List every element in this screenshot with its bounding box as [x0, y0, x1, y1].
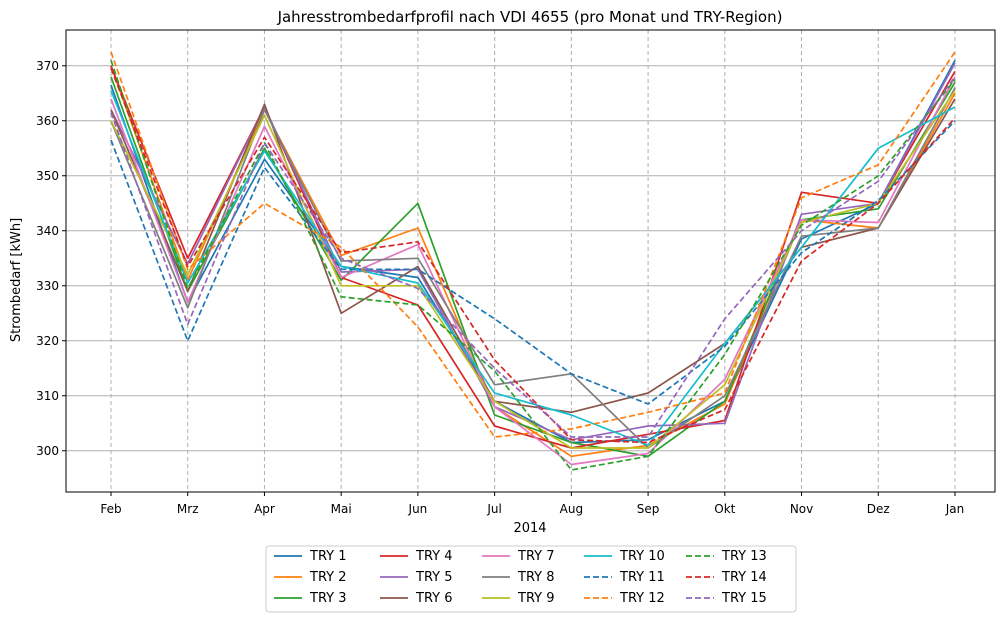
x-tick-label-okt: Okt	[714, 502, 735, 516]
y-tick-label-320: 320	[36, 334, 59, 348]
x-tick-label-mrz: Mrz	[177, 502, 199, 516]
series-line-try-12	[110, 51, 956, 438]
series-line-try-14	[110, 68, 956, 444]
legend-label-try-15: TRY 15	[721, 591, 767, 606]
x-tick-label-jun: Jun	[408, 502, 428, 516]
series-line-try-6	[110, 98, 956, 414]
legend: TRY 1 TRY 2 TRY 3 TRY 4 TRY 5 TRY 6 TRY 7 TRY 8…	[265, 545, 797, 613]
y-tick-label-330: 330	[36, 279, 59, 293]
legend-label-try-14: TRY 14	[721, 570, 767, 585]
y-tick-label-360: 360	[36, 114, 59, 128]
legend-label-try-11: TRY 11	[619, 570, 665, 585]
x-tick-label-nov: Nov	[790, 502, 813, 516]
series-line-try-10	[110, 90, 956, 447]
series-line-try-7	[110, 76, 956, 466]
x-tick-label-jul: Jul	[486, 502, 501, 516]
legend-label-try-10: TRY 10	[619, 549, 665, 564]
x-tick-label-feb: Feb	[100, 502, 121, 516]
series-line-try-2	[110, 65, 956, 458]
legend-label-try-9: TRY 9	[517, 591, 555, 606]
x-axis-ticks: Feb Mrz Apr Mai Jun Jul Aug Sep Okt Nov Dez Jan	[100, 492, 964, 516]
x-axis-label: 2014	[513, 521, 546, 536]
series-line-try-9	[110, 90, 956, 449]
y-axis-ticks: 300 310 320 330 340 350 360 370	[36, 59, 66, 458]
series-line-try-11	[110, 120, 956, 405]
series-line-try-8	[110, 87, 956, 449]
x-tick-label-mai: Mai	[331, 502, 352, 516]
chart-title: Jahresstrombedarfprofil nach VDI 4655 (p…	[277, 8, 783, 26]
series-line-try-15	[110, 76, 956, 438]
plot-area-frame	[65, 29, 996, 493]
series-line-try-1	[110, 59, 956, 444]
series-line-try-5	[110, 62, 956, 441]
legend-label-try-5: TRY 5	[415, 570, 453, 585]
x-tick-label-apr: Apr	[254, 502, 275, 516]
legend-label-try-6: TRY 6	[415, 591, 453, 606]
legend-box	[265, 545, 797, 613]
y-axis-label: Strombedarf [kWh]	[9, 218, 24, 342]
y-tick-label-310: 310	[36, 389, 59, 403]
legend-label-try-12: TRY 12	[619, 591, 665, 606]
x-tick-label-sep: Sep	[637, 502, 660, 516]
legend-label-try-7: TRY 7	[517, 549, 555, 564]
legend-label-try-4: TRY 4	[415, 549, 453, 564]
x-tick-label-aug: Aug	[560, 502, 583, 516]
y-tick-label-300: 300	[36, 444, 59, 458]
legend-label-try-2: TRY 2	[309, 570, 347, 585]
x-tick-label-dez: Dez	[867, 502, 890, 516]
legend-label-try-8: TRY 8	[517, 570, 555, 585]
y-tick-label-340: 340	[36, 224, 59, 238]
horizontal-grid	[66, 65, 995, 452]
y-tick-label-350: 350	[36, 169, 59, 183]
y-tick-label-370: 370	[36, 59, 59, 73]
series-line-try-4	[110, 65, 956, 449]
x-tick-label-jan: Jan	[945, 502, 965, 516]
legend-label-try-3: TRY 3	[309, 591, 347, 606]
legend-label-try-13: TRY 13	[721, 549, 767, 564]
series-lines	[110, 51, 956, 471]
series-line-try-13	[110, 60, 956, 471]
legend-label-try-1: TRY 1	[309, 549, 347, 564]
